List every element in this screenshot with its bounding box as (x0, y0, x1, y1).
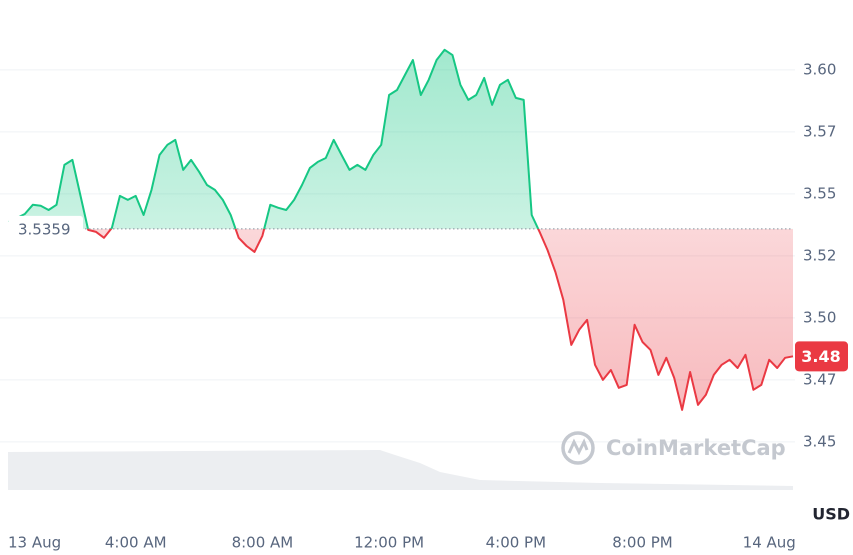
area-above (9, 49, 793, 229)
watermark-text: CoinMarketCap (606, 436, 786, 460)
volume-area (8, 450, 793, 490)
x-tick-label: 4:00 PM (486, 534, 546, 552)
baseline-label: 3.5359 (18, 220, 71, 238)
unit-label: USD (812, 505, 850, 524)
x-tick-label: 13 Aug (8, 534, 61, 552)
y-tick-label: 3.45 (803, 432, 836, 450)
y-tick-label: 3.57 (803, 122, 836, 140)
grid: 3.60 3.57 3.55 3.52 3.50 3.47 3.45 13 Aug 4:00 A… (0, 60, 836, 552)
x-tick-label: 12:00 PM (354, 534, 424, 552)
x-tick-label: 8:00 PM (612, 534, 672, 552)
watermark: CoinMarketCap (561, 431, 786, 465)
x-tick-label: 14 Aug (743, 534, 796, 552)
price-line-up (8, 48, 540, 229)
y-tick-label: 3.47 (803, 370, 836, 388)
x-tick-label: 4:00 AM (105, 534, 167, 552)
y-tick-label: 3.60 (803, 60, 836, 78)
y-tick-label: 3.52 (803, 246, 836, 264)
plot: 3.5359 3.48 (8, 48, 848, 411)
y-tick-label: 3.50 (803, 308, 836, 326)
last-price-label: 3.48 (801, 347, 840, 366)
area-below (87, 228, 793, 410)
price-line-down (86, 228, 794, 411)
baseline-tag (9, 215, 83, 242)
last-price-tag (795, 341, 848, 372)
y-tick-label: 3.55 (803, 184, 836, 202)
x-tick-label: 8:00 AM (232, 534, 294, 552)
